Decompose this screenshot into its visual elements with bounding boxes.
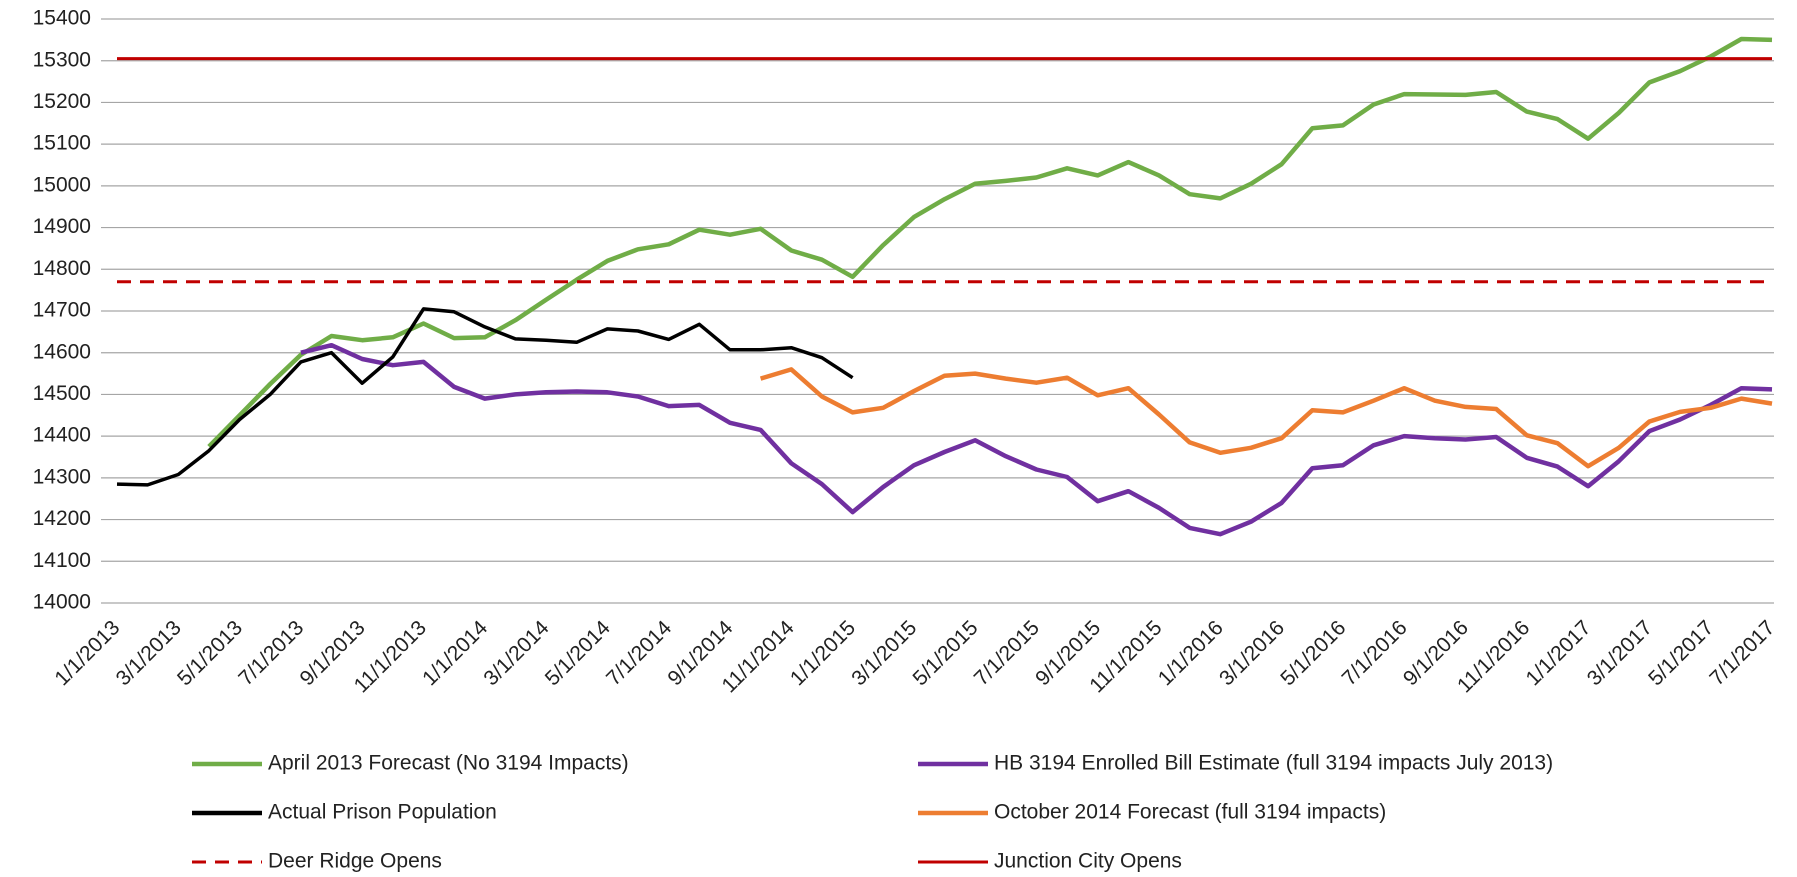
y-tick-label: 14800 [33, 257, 91, 280]
y-tick-label: 15000 [33, 173, 91, 196]
x-tick-label: 5/1/2013 [173, 616, 247, 690]
x-tick-label: 1/1/2017 [1521, 616, 1595, 690]
series-line [300, 342, 1773, 537]
x-tick-label: 1/1/2016 [1154, 616, 1228, 690]
series-line [116, 307, 854, 487]
x-tick-label: 1/1/2013 [50, 616, 124, 690]
x-tick-label: 5/1/2015 [909, 616, 983, 690]
y-tick-label: 15100 [33, 132, 91, 155]
x-tick-label: 5/1/2016 [1276, 616, 1350, 690]
legend-label: Junction City Opens [994, 850, 1182, 873]
y-tick-label: 14600 [33, 340, 91, 363]
series-line [207, 36, 1773, 449]
legend-label: Deer Ridge Opens [268, 850, 442, 873]
y-tick-label: 14100 [33, 549, 91, 572]
y-tick-label: 14700 [33, 299, 91, 322]
x-tick-label: 3/1/2015 [847, 616, 921, 690]
y-tick-label: 14400 [33, 424, 91, 447]
x-tick-label: 7/1/2013 [234, 616, 308, 690]
y-tick-label: 15400 [33, 7, 91, 30]
x-tick-label: 3/1/2013 [112, 616, 186, 690]
legend-label: April 2013 Forecast (No 3194 Impacts) [268, 752, 629, 775]
x-tick-label: 5/1/2014 [541, 616, 615, 690]
y-tick-label: 15200 [33, 90, 91, 113]
x-tick-label: 1/1/2014 [418, 616, 492, 690]
x-tick-label: 5/1/2017 [1644, 616, 1718, 690]
y-tick-label: 14500 [33, 382, 91, 405]
x-tick-label: 3/1/2014 [479, 616, 553, 690]
legend-label: October 2014 Forecast (full 3194 impacts… [994, 801, 1386, 824]
y-tick-label: 14900 [33, 215, 91, 238]
y-tick-label: 14200 [33, 507, 91, 530]
y-tick-label: 15300 [33, 48, 91, 71]
series-line [759, 367, 1773, 469]
legend-label: Actual Prison Population [268, 801, 497, 824]
x-tick-label: 3/1/2017 [1583, 616, 1657, 690]
x-tick-label: 7/1/2014 [602, 616, 676, 690]
x-tick-label: 7/1/2016 [1338, 616, 1412, 690]
x-tick-label: 7/1/2015 [970, 616, 1044, 690]
legend-label: HB 3194 Enrolled Bill Estimate (full 319… [994, 752, 1553, 775]
y-tick-label: 14000 [33, 591, 91, 614]
x-tick-label: 1/1/2015 [786, 616, 860, 690]
x-tick-label: 3/1/2016 [1215, 616, 1289, 690]
y-tick-label: 14300 [33, 465, 91, 488]
x-tick-label: 7/1/2017 [1705, 616, 1779, 690]
